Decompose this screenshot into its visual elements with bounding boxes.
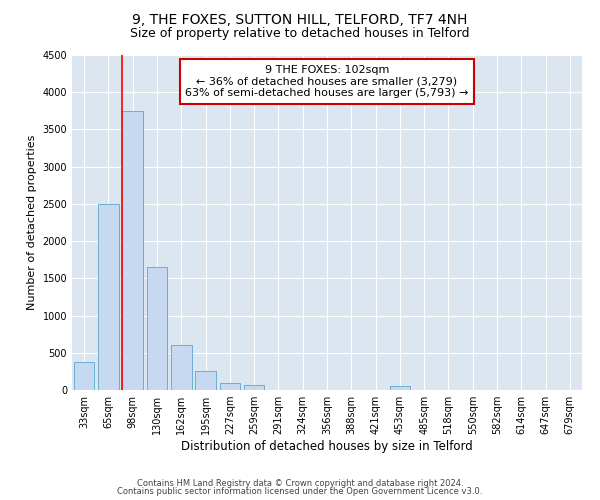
Bar: [389, 386, 410, 390]
X-axis label: Distribution of detached houses by size in Telford: Distribution of detached houses by size …: [181, 440, 473, 453]
Bar: [171, 346, 191, 390]
Text: Contains public sector information licensed under the Open Government Licence v3: Contains public sector information licen…: [118, 487, 482, 496]
Bar: [244, 385, 265, 390]
Text: 9 THE FOXES: 102sqm
← 36% of detached houses are smaller (3,279)
63% of semi-det: 9 THE FOXES: 102sqm ← 36% of detached ho…: [185, 65, 469, 98]
Bar: [98, 204, 119, 390]
Text: Contains HM Land Registry data © Crown copyright and database right 2024.: Contains HM Land Registry data © Crown c…: [137, 478, 463, 488]
Bar: [122, 111, 143, 390]
Bar: [195, 372, 216, 390]
Text: 9, THE FOXES, SUTTON HILL, TELFORD, TF7 4NH: 9, THE FOXES, SUTTON HILL, TELFORD, TF7 …: [133, 12, 467, 26]
Bar: [146, 267, 167, 390]
Text: Size of property relative to detached houses in Telford: Size of property relative to detached ho…: [130, 28, 470, 40]
Y-axis label: Number of detached properties: Number of detached properties: [27, 135, 37, 310]
Bar: [220, 382, 240, 390]
Bar: [74, 362, 94, 390]
